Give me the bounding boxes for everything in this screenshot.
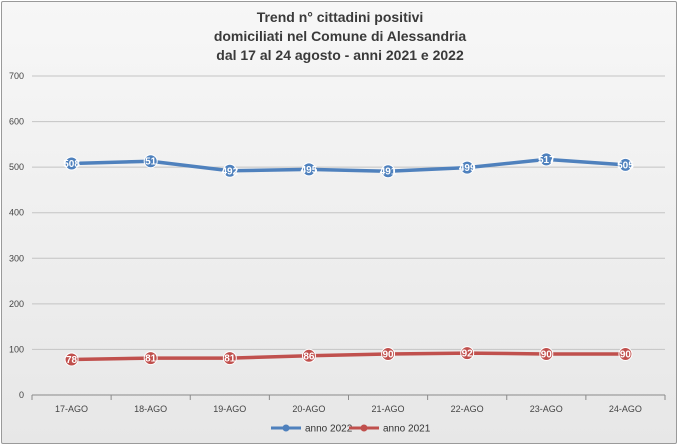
data-point [460,160,475,175]
legend-swatch-marker-1 [282,424,290,432]
data-point [460,346,475,361]
data-point [618,157,633,172]
y-tick-label: 100 [9,344,24,354]
data-point [301,162,316,177]
legend-label-1: anno 2022 [305,424,353,435]
y-tick-label: 400 [9,208,24,218]
data-label: 92 [462,349,474,360]
y-tick-label: 500 [9,162,24,172]
x-tick-label: 22-AGO [451,404,484,414]
data-label: 517 [538,155,555,166]
chart-title-line-1: Trend n° cittadini positivi [256,9,424,25]
y-tick-label: 700 [9,71,24,81]
data-point [539,346,554,361]
data-point [143,154,158,169]
legend-swatch-marker-2 [360,424,368,432]
data-point [381,346,396,361]
data-label: 495 [301,165,318,176]
x-tick-label: 24-AGO [609,404,642,414]
data-label: 86 [303,351,315,362]
data-label: 78 [66,355,78,366]
x-tick-label: 18-AGO [134,404,167,414]
data-point [301,348,316,363]
data-point [222,351,237,366]
x-tick-label: 21-AGO [372,404,405,414]
y-tick-label: 300 [9,253,24,263]
data-label: 492 [221,166,238,177]
data-point [64,352,79,367]
series-line-1 [69,157,628,173]
x-tick-label: 17-AGO [55,404,88,414]
y-tick-label: 0 [19,390,24,400]
series-line-2 [69,351,628,362]
data-label: 90 [541,349,553,360]
x-tick-label: 20-AGO [292,404,325,414]
x-tick-label: 19-AGO [213,404,246,414]
data-point [222,163,237,178]
chart-title-line-2: domiciliati nel Comune di Alessandria [213,28,467,44]
chart-title-line-3: dal 17 al 24 agosto - anni 2021 e 2022 [216,47,464,63]
data-point [618,346,633,361]
legend-label-2: anno 2021 [383,424,431,435]
data-point [381,164,396,179]
data-label: 491 [380,167,397,178]
data-label: 90 [383,349,395,360]
data-label: 81 [224,354,236,365]
data-label: 81 [145,354,157,365]
data-label: 51 [145,157,157,168]
data-label: 505 [617,160,634,171]
y-tick-label: 600 [9,117,24,127]
y-tick-label: 200 [9,299,24,309]
x-tick-label: 23-AGO [530,404,563,414]
data-label: 499 [459,163,476,174]
data-point [539,152,554,167]
data-point [64,156,79,171]
data-point [143,351,158,366]
data-label: 90 [620,349,632,360]
data-label: 508 [63,159,80,170]
